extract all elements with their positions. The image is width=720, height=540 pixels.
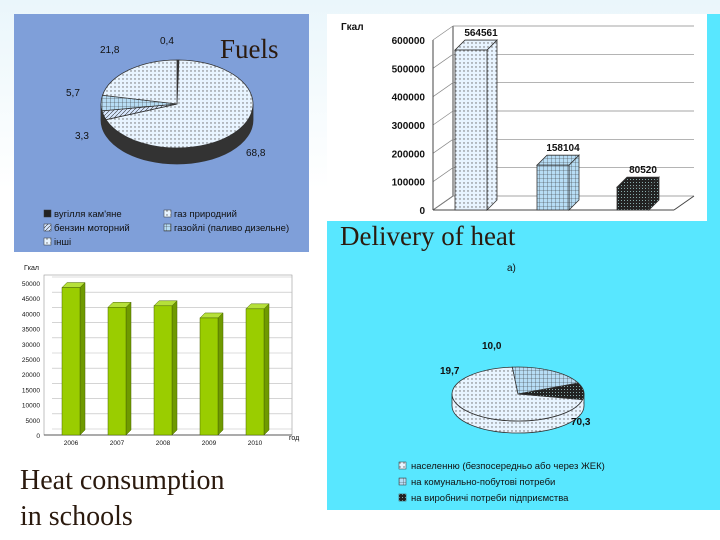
fuels-pie-group <box>100 59 254 165</box>
schools-ytick-10: 50000 <box>22 281 40 288</box>
delivery-bar-0 <box>454 49 488 211</box>
delivery-slice-2 <box>517 382 585 401</box>
delivery-ytick-2: 200000 <box>392 149 426 160</box>
schools-title-line1: Heat consumption <box>20 465 225 496</box>
schools-title-line2: in schools <box>20 501 133 532</box>
fuels-legend-label-0: вугілля кам'яне <box>54 209 122 220</box>
schools-ytick-1: 5000 <box>26 418 41 425</box>
delivery-ytick-4: 400000 <box>392 93 426 104</box>
schools-bar-3 <box>199 317 219 436</box>
delivery-gridline-diag-0 <box>432 195 454 211</box>
fuels-value-label-4: 21,8 <box>100 45 120 56</box>
schools-xtick-0: 2006 <box>64 440 79 447</box>
delivery-slice-1 <box>511 366 580 395</box>
delivery-gridline-diag-1 <box>432 167 454 182</box>
delivery-pie-value-1: 19,7 <box>440 366 460 377</box>
fuels-value-label-3: 5,7 <box>66 88 80 99</box>
delivery-pie-group <box>451 366 585 434</box>
delivery-chart-panel: 0 100000 200000 300000 400000 500000 600000 Гка… <box>327 14 720 510</box>
delivery-bar-value-1: 158104 <box>546 143 580 154</box>
schools-chart-panel: 0 5000 10000 15000 20000 25000 30000 35000 40000… <box>14 262 304 452</box>
delivery-x-axis-depth <box>673 195 695 211</box>
delivery-bar-value-0: 564561 <box>464 28 498 39</box>
schools-ytick-0: 0 <box>36 433 40 440</box>
fuels-legend-label-1: газ природний <box>174 209 237 220</box>
schools-ytick-7: 35000 <box>22 327 40 334</box>
fuels-legend-swatch-4 <box>43 237 52 246</box>
delivery-gridline-diag-5 <box>432 54 454 69</box>
schools-bar-side-2 <box>171 300 178 436</box>
schools-ytick-2: 10000 <box>22 403 40 410</box>
fuels-slice-4 <box>101 59 178 105</box>
delivery-bar-value-2: 80520 <box>629 165 657 176</box>
delivery-pie-caption: а) <box>507 263 516 274</box>
delivery-pie-value-2: 10,0 <box>482 341 502 352</box>
schools-ytick-8: 40000 <box>22 311 40 318</box>
fuels-title: Fuels <box>220 34 279 64</box>
fuels-value-label-1: 68,8 <box>246 148 266 159</box>
delivery-gridline-diag-6 <box>432 25 454 41</box>
schools-bar-side-4 <box>263 303 270 436</box>
fuels-legend-label-4: інші <box>54 237 71 248</box>
fuels-legend-swatch-0 <box>43 209 52 218</box>
fuels-legend-label-3: газойлі (паливо дизельне) <box>174 223 289 234</box>
delivery-ytick-1: 100000 <box>392 178 426 189</box>
fuels-legend-swatch-3 <box>163 223 172 232</box>
delivery-bar-side-0 <box>486 39 498 211</box>
delivery-legend-label-2: на виробничі потреби підприємства <box>411 493 569 504</box>
schools-ytick-9: 45000 <box>22 296 40 303</box>
schools-title: Heat consumption in schools <box>20 463 320 535</box>
schools-bar-chart: 0 5000 10000 15000 20000 25000 30000 35000 40000… <box>22 265 299 447</box>
delivery-bar-2 <box>616 186 650 211</box>
delivery-pie-value-0: 70,3 <box>571 417 591 428</box>
fuels-pie-chart: 0,4 68,8 3,3 5,7 21,8 вугілля кам'яне газ прир… <box>43 36 289 248</box>
schools-bar-2 <box>153 305 173 436</box>
delivery-legend-label-1: на комунально-побутові потреби <box>411 477 555 488</box>
fuels-value-label-0: 0,4 <box>160 36 174 47</box>
schools-bar-1 <box>107 307 127 436</box>
fuels-slice-1 <box>105 59 254 149</box>
schools-ytick-3: 15000 <box>22 387 40 394</box>
schools-ytick-5: 25000 <box>22 357 40 364</box>
delivery-legend-swatch-1 <box>398 477 407 486</box>
schools-xlabel: год <box>289 435 299 442</box>
fuels-legend-swatch-1 <box>163 209 172 218</box>
delivery-gridline-diag-2 <box>432 139 454 154</box>
schools-xtick-3: 2009 <box>202 440 217 447</box>
schools-bar-side-3 <box>217 312 224 436</box>
delivery-ylabel: Гкал <box>341 22 364 33</box>
fuels-value-label-2: 3,3 <box>75 131 89 142</box>
delivery-legend-label-0: населенню (безпосередньо або через ЖЕК) <box>411 461 605 472</box>
delivery-slice-0 <box>451 366 584 422</box>
delivery-charts: 0 100000 200000 300000 400000 500000 600000 Гка… <box>327 14 707 504</box>
delivery-legend-swatch-2 <box>398 493 407 502</box>
schools-xtick-1: 2007 <box>110 440 125 447</box>
delivery-ytick-5: 500000 <box>392 64 426 75</box>
schools-bar-0 <box>61 287 81 436</box>
schools-bar-4 <box>245 308 265 436</box>
fuels-legend-swatch-2 <box>43 223 52 232</box>
delivery-gridline-diag-4 <box>432 82 454 97</box>
fuels-legend-label-2: бензин моторний <box>54 223 130 234</box>
schools-ytick-6: 30000 <box>22 342 40 349</box>
schools-ylabel: Гкал <box>24 265 39 272</box>
schools-ytick-4: 20000 <box>22 372 40 379</box>
schools-bar-side-1 <box>125 301 132 436</box>
fuels-chart-panel: 0,4 68,8 3,3 5,7 21,8 вугілля кам'яне газ прир… <box>14 14 309 252</box>
delivery-ytick-6: 600000 <box>392 36 426 47</box>
delivery-title: Delivery of heat <box>340 221 516 251</box>
schools-bar-side-0 <box>79 281 86 436</box>
delivery-ytick-0: 0 <box>419 206 425 217</box>
delivery-ytick-3: 300000 <box>392 121 426 132</box>
schools-xtick-2: 2008 <box>156 440 171 447</box>
delivery-legend-swatch-0 <box>398 461 407 470</box>
delivery-gridline-diag-3 <box>432 110 454 126</box>
delivery-bar-1 <box>536 164 570 211</box>
schools-xtick-4: 2010 <box>248 440 263 447</box>
